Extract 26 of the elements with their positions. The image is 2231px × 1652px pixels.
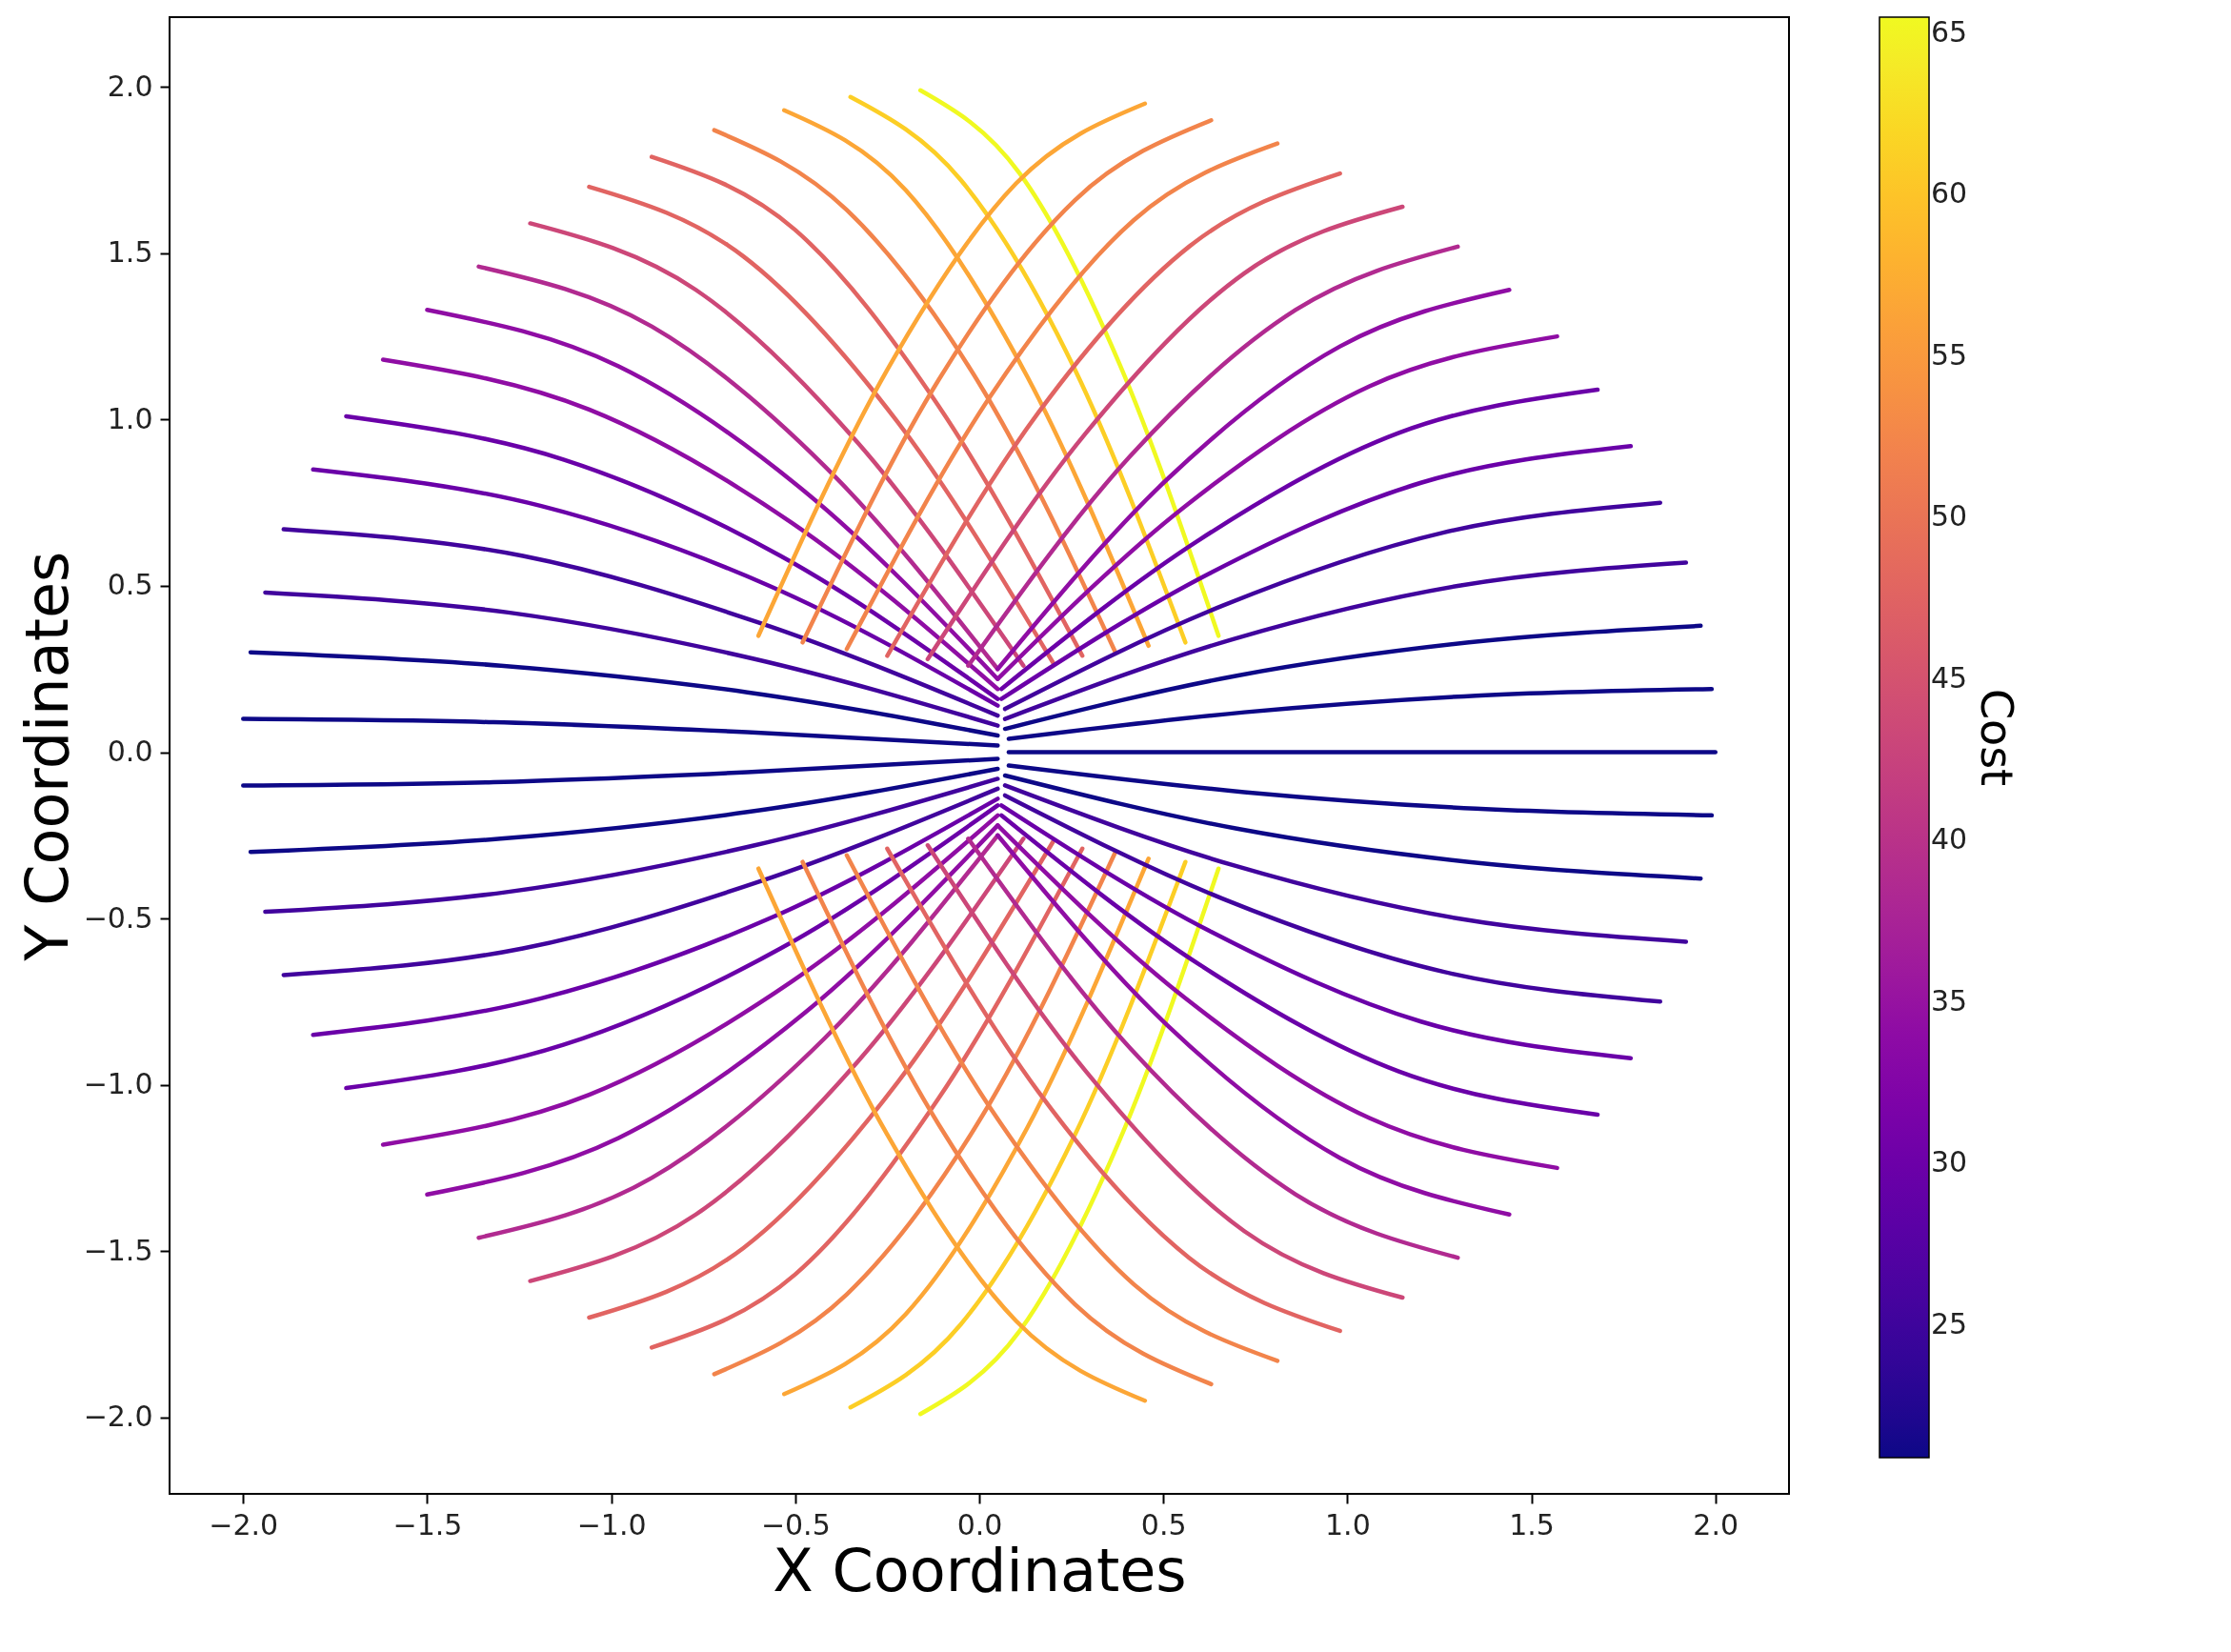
y-tick-label: 1.5 — [107, 235, 153, 270]
x-tick-label: 2.0 — [1693, 1507, 1739, 1541]
color-bar-label: 25 — [1931, 1307, 1968, 1340]
y-tick-label: 2.0 — [107, 69, 153, 103]
color-bar-label: 60 — [1931, 176, 1968, 211]
color-bar-label: 65 — [1931, 14, 1968, 49]
y-axis-title: Y Coordinates — [11, 551, 82, 962]
x-tick-label: 1.0 — [1325, 1507, 1371, 1541]
color-bar-label: 55 — [1931, 337, 1968, 372]
y-tick-label: 0.0 — [107, 735, 153, 769]
y-tick-label: −1.0 — [83, 1067, 153, 1101]
color-bar-label: 45 — [1931, 660, 1968, 695]
x-tick-label: −1.5 — [392, 1507, 463, 1541]
y-tick-label: 1.0 — [107, 401, 153, 435]
y-tick-label: −1.5 — [83, 1233, 153, 1267]
color-bar-label: 50 — [1931, 499, 1968, 534]
x-tick-label: 1.5 — [1509, 1507, 1555, 1541]
y-tick-label: 0.5 — [107, 568, 153, 602]
x-tick-label: −2.0 — [209, 1507, 279, 1541]
x-tick-label: −1.0 — [576, 1507, 647, 1541]
y-tick-label: −2.0 — [83, 1400, 153, 1434]
y-tick-label: −0.5 — [83, 900, 153, 935]
color-bar-label: 40 — [1931, 822, 1968, 856]
color-bar-label: 30 — [1931, 1145, 1968, 1179]
color-bar-label: 35 — [1931, 983, 1968, 1017]
color-bar-title: Cost — [1971, 688, 2022, 787]
